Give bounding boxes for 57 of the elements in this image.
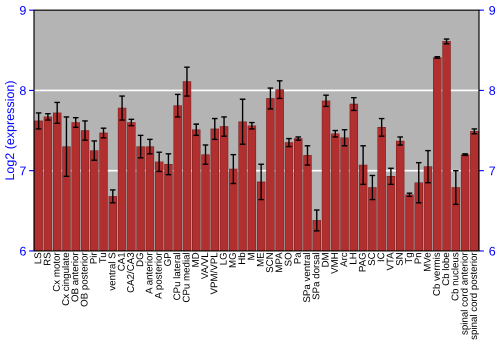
x-tick-label: SN xyxy=(396,253,403,266)
x-tick-label: DG xyxy=(136,253,144,266)
x-tick-label: VTA xyxy=(386,252,394,270)
x-tick-label: MD xyxy=(192,252,199,267)
y-axis-title: Log2 (expression) xyxy=(4,81,17,180)
x-tick-label: LS xyxy=(34,252,42,264)
x-tick-label: Cb nucleus xyxy=(451,252,458,300)
x-tick-label: SO xyxy=(284,252,292,266)
x-tick-label: CPu medial xyxy=(182,252,190,302)
y2-tick-label: 9 xyxy=(489,6,496,15)
x-tick-label: OB anterior xyxy=(71,252,78,302)
x-tick-label: A anterior xyxy=(145,252,152,294)
y-tick-label: 6 xyxy=(20,246,26,256)
x-tick-label: VPM/VPL xyxy=(210,252,218,294)
x-tick-label: RS xyxy=(44,252,51,266)
x-tick-label: ventral S xyxy=(108,252,116,291)
x-tick-label: Pa xyxy=(294,252,301,264)
x-tick-label: Arc xyxy=(340,252,348,267)
x-tick-label: Pir xyxy=(90,252,97,264)
x-tick-label: Tu xyxy=(99,252,106,264)
x-tick-label: OB posterior xyxy=(80,252,90,306)
x-tick-label: SPa dorsal xyxy=(312,252,320,300)
x-tick-label: Hb xyxy=(238,252,246,264)
y-tick-label: 9 xyxy=(20,6,26,15)
x-tick-label: spinal cord posterior xyxy=(470,252,479,340)
x-tick-label: MVe xyxy=(424,252,431,271)
x-tick-label: GP xyxy=(164,252,172,266)
x-tick-label: VMH xyxy=(331,253,338,274)
x-tick-label: SPa ventral xyxy=(302,252,310,302)
x-tick-label: VA/VL xyxy=(200,252,208,280)
x-tick-label: Cb lobe xyxy=(442,252,450,286)
y-tick-label: 8 xyxy=(20,86,26,96)
x-tick-label: LH xyxy=(350,253,356,264)
x-tick-label: Cx motor xyxy=(52,252,60,292)
x-tick-label: MG xyxy=(229,253,236,268)
x-tick-label: ME xyxy=(256,252,264,266)
x-tick-label: CA2/CA3 xyxy=(126,252,134,292)
x-tick-label: SC xyxy=(368,252,375,266)
x-tick-label: CPu lateral xyxy=(173,252,180,300)
y-tick-label: 7 xyxy=(20,166,26,176)
x-tick-label: Tg xyxy=(405,252,414,264)
x-tick-label: PAG xyxy=(358,253,366,272)
x-tick-label: spinal cord anterior xyxy=(460,252,470,335)
x-tick-label: A posterior xyxy=(154,252,164,299)
x-tick-label: LG xyxy=(220,253,227,265)
x-tick-label: MPA xyxy=(276,252,282,272)
x-tick-label: Cx cingulate xyxy=(62,252,71,306)
x-tick-label: Pn xyxy=(414,252,422,264)
x-tick-label: CA1 xyxy=(118,252,125,271)
y2-tick-label: 6 xyxy=(489,246,496,256)
x-tick-label: IC xyxy=(377,252,384,262)
x-tick-label: DM xyxy=(322,253,329,267)
y2-tick-label: 8 xyxy=(489,86,496,96)
y2-tick-label: 7 xyxy=(489,166,496,176)
x-tick-label: SCN xyxy=(266,253,274,272)
x-tick-label: Cb vermis xyxy=(432,252,440,296)
x-tick-label: M xyxy=(248,253,254,260)
